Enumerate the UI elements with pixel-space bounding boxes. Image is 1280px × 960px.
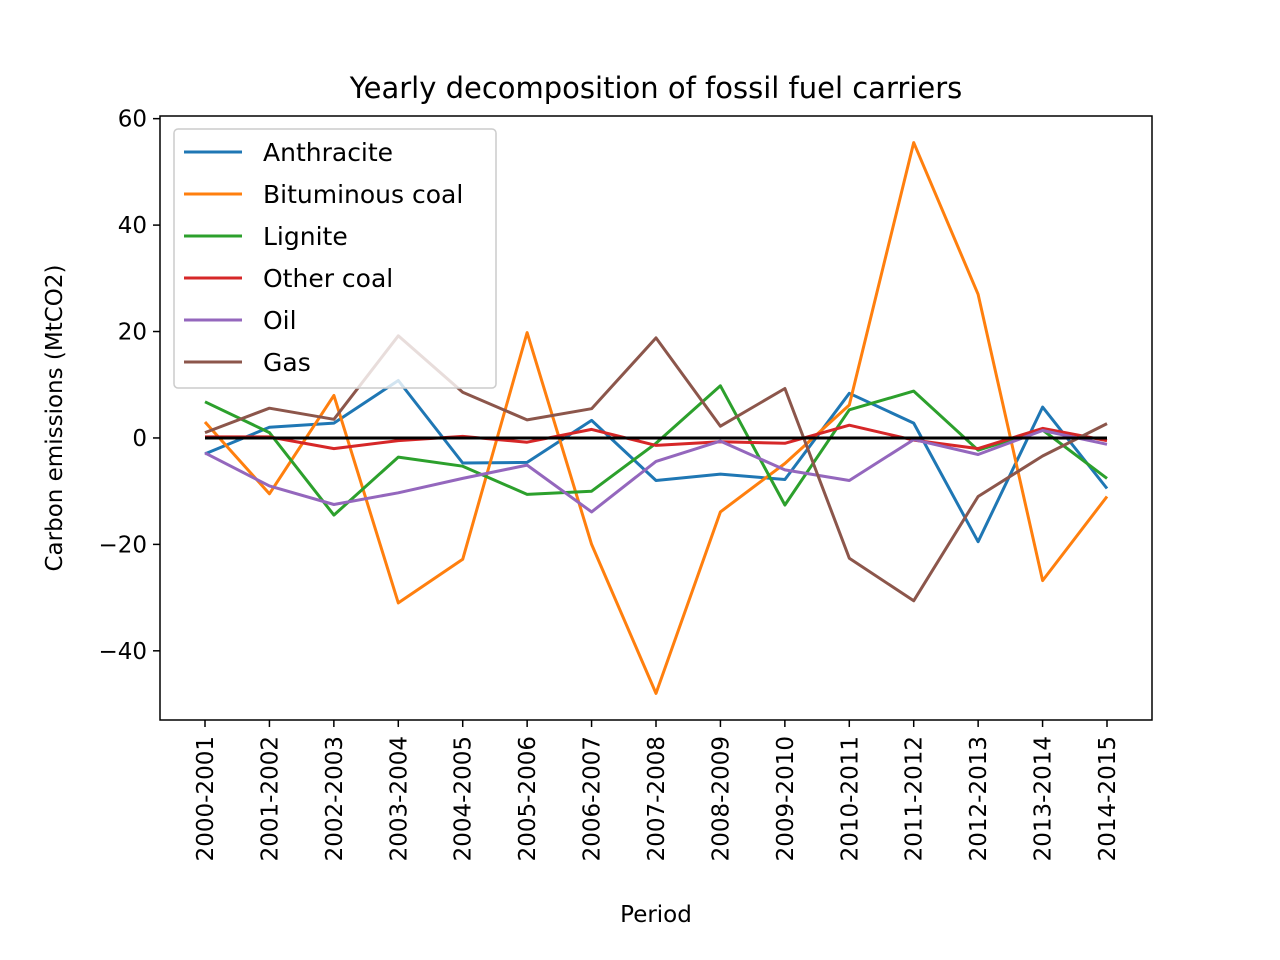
x-tick-label: 2002-2003: [322, 736, 348, 861]
series-line-other-coal: [205, 423, 1108, 451]
series-line-gas: [204, 334, 1108, 603]
legend-label-gas: Gas: [263, 348, 311, 377]
y-tick-label: 60: [118, 107, 147, 133]
x-axis-label: Period: [620, 902, 692, 928]
x-tick-label: 2010-2011: [837, 736, 863, 861]
legend-label-oil: Oil: [263, 306, 297, 335]
legend: Anthracite Bituminous coal Lignite Other co…: [173, 128, 497, 389]
legend-label-other-coal: Other coal: [263, 264, 393, 293]
series-line-oil: [204, 429, 1108, 514]
y-axis-label: Carbon emissions (MtCO2): [42, 264, 68, 571]
x-axis: 2000-2001 2001-2002 2002-2003 2003-2004 2004…: [193, 720, 1121, 861]
x-tick-label: 2009-2010: [773, 736, 799, 861]
y-tick-label: −40: [98, 639, 147, 665]
x-tick-label: 2006-2007: [580, 736, 606, 861]
x-tick-label: 2004-2005: [451, 736, 477, 861]
series-line-anthracite: [204, 379, 1109, 544]
x-tick-label: 2012-2013: [966, 736, 992, 861]
legend-label-anthracite: Anthracite: [263, 138, 393, 167]
x-tick-label: 2005-2006: [515, 736, 541, 861]
series-line-lignite: [204, 384, 1108, 517]
x-tick-label: 2011-2012: [902, 736, 928, 861]
x-tick-label: 2008-2009: [708, 736, 734, 861]
y-tick-label: −20: [98, 532, 147, 558]
legend-box: [173, 128, 497, 389]
x-tick-label: 2007-2008: [644, 736, 670, 861]
chart-title: Yearly decomposition of fossil fuel carr…: [349, 71, 962, 105]
legend-label-bituminous-coal: Bituminous coal: [263, 180, 463, 209]
series-line-bituminous-coal: [203, 141, 1109, 695]
y-axis: −40 −20 0 20 40 60: [98, 107, 160, 665]
x-tick-label: 2003-2004: [386, 736, 412, 861]
y-tick-label: 20: [118, 320, 147, 346]
y-tick-label: 40: [118, 213, 147, 239]
series-layer: [203, 141, 1109, 695]
x-tick-label: 2013-2014: [1031, 736, 1057, 861]
x-tick-label: 2001-2002: [257, 736, 283, 861]
y-tick-label: 0: [132, 426, 147, 452]
x-tick-label: 2000-2001: [193, 736, 219, 861]
legend-label-lignite: Lignite: [263, 222, 348, 251]
x-tick-label: 2014-2015: [1095, 736, 1121, 861]
